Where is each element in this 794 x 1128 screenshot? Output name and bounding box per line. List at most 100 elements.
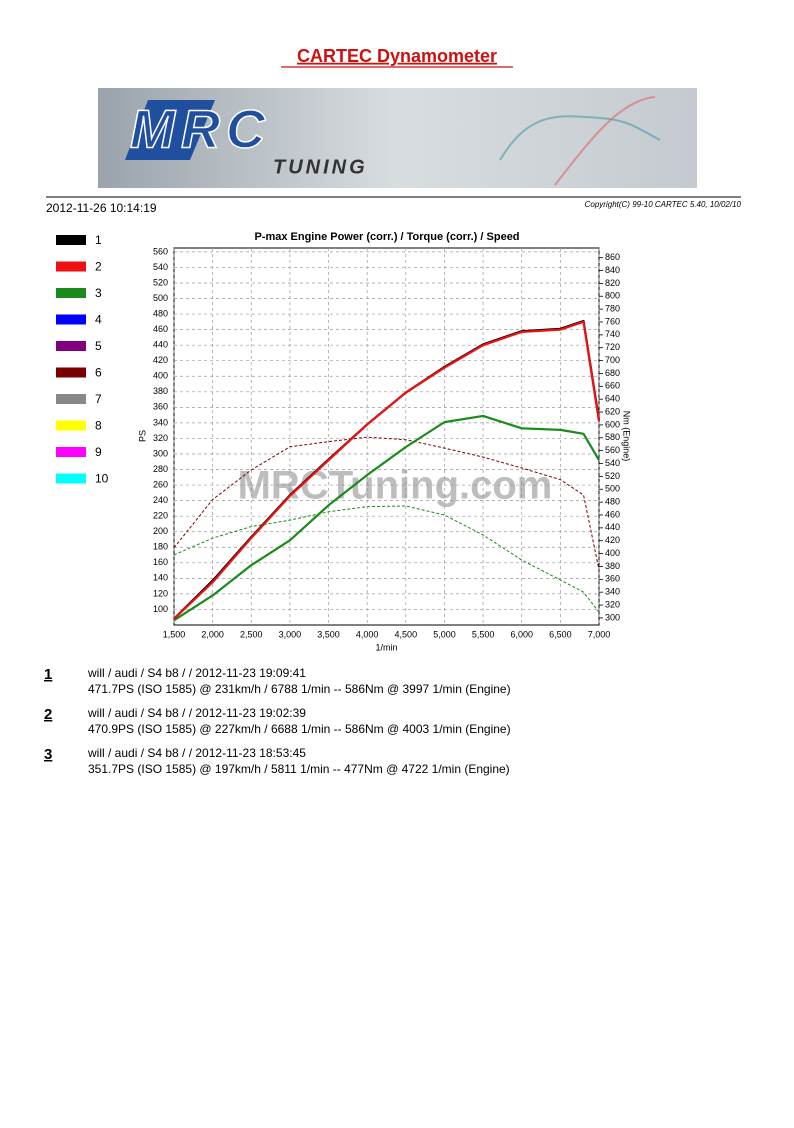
y2-tick-label: 520	[605, 471, 620, 481]
y-tick-label: 560	[153, 246, 168, 256]
results: 1 will / audi / S4 b8 / / 2012-11-23 19:0…	[44, 666, 511, 776]
y2-tick-label: 380	[605, 561, 620, 571]
logo-brand: MRC	[130, 99, 271, 159]
y-tick-label: 180	[153, 542, 168, 552]
legend-swatch	[56, 235, 86, 245]
y-tick-label: 100	[153, 604, 168, 614]
x-tick-label: 6,500	[549, 629, 572, 639]
y-tick-label: 160	[153, 557, 168, 567]
result-number: 2	[44, 706, 52, 723]
y-tick-label: 480	[153, 308, 168, 318]
y2-tick-label: 860	[605, 252, 620, 262]
y2-tick-label: 820	[605, 278, 620, 288]
y-tick-label: 260	[153, 479, 168, 489]
legend-label: 6	[95, 366, 102, 380]
y-tick-label: 200	[153, 526, 168, 536]
series-line	[173, 505, 600, 613]
y-tick-label: 280	[153, 464, 168, 474]
logo-sub: TUNING	[273, 156, 368, 178]
result-line: 470.9PS (ISO 1585) @ 227km/h / 6688 1/mi…	[88, 722, 511, 736]
legend-swatch	[56, 341, 86, 351]
y2-tick-label: 320	[605, 599, 620, 609]
x-tick-label: 5,000	[433, 629, 456, 639]
x-tick-label: 3,000	[279, 629, 302, 639]
y-tick-label: 120	[153, 588, 168, 598]
x-tick-label: 4,500	[395, 629, 418, 639]
y2-tick-label: 500	[605, 484, 620, 494]
y-tick-label: 520	[153, 277, 168, 287]
y-axis-label: PS	[137, 430, 147, 442]
y2-tick-label: 340	[605, 587, 620, 597]
y-tick-label: 420	[153, 355, 168, 365]
x-axis-label: 1/min	[375, 642, 397, 652]
y2-tick-label: 740	[605, 329, 620, 339]
result-line: 351.7PS (ISO 1585) @ 197km/h / 5811 1/mi…	[88, 762, 510, 776]
y2-tick-label: 620	[605, 406, 620, 416]
x-tick-label: 7,000	[588, 629, 611, 639]
legend-label: 5	[95, 339, 102, 353]
result-number: 1	[44, 666, 52, 683]
y-tick-label: 460	[153, 324, 168, 334]
logo-deco	[499, 115, 661, 161]
watermark: MRCTuning.com	[238, 464, 553, 508]
y2-tick-label: 400	[605, 548, 620, 558]
legend-label: 3	[95, 286, 102, 300]
series-line	[173, 414, 600, 622]
x-tick-label: 2,000	[201, 629, 224, 639]
y2-tick-label: 560	[605, 445, 620, 455]
legend-label: 7	[95, 392, 102, 406]
y2-tick-label: 480	[605, 496, 620, 506]
result-line: will / audi / S4 b8 / / 2012-11-23 19:09…	[87, 666, 306, 680]
y-tick-label: 220	[153, 511, 168, 521]
legend-label: 9	[95, 445, 102, 459]
legend-label: 8	[95, 419, 102, 433]
y2-tick-label: 600	[605, 419, 620, 429]
plot-area	[173, 247, 600, 626]
y-tick-label: 140	[153, 573, 168, 583]
legend-label: 1	[95, 233, 102, 247]
copyright: Copyright(C) 99-10 CARTEC 5.40, 10/02/10	[585, 200, 742, 209]
x-tick-label: 2,500	[240, 629, 263, 639]
x-tick-label: 4,000	[356, 629, 379, 639]
title: CARTEC Dynamometer	[297, 46, 497, 66]
y2-tick-label: 540	[605, 458, 620, 468]
chart: P-max Engine Power (corr.) / Torque (cor…	[137, 231, 631, 652]
result-number: 3	[44, 746, 52, 763]
y2-tick-label: 300	[605, 612, 620, 622]
chart-title: P-max Engine Power (corr.) / Torque (cor…	[254, 231, 519, 243]
series-line	[173, 436, 600, 570]
y2-tick-label: 780	[605, 303, 620, 313]
logo-shape	[125, 100, 215, 160]
y-tick-label: 540	[153, 262, 168, 272]
series-line	[173, 320, 601, 620]
x-tick-label: 5,500	[472, 629, 495, 639]
y2-tick-label: 840	[605, 265, 620, 275]
y-tick-label: 360	[153, 402, 168, 412]
legend-swatch	[56, 367, 86, 378]
y2-tick-label: 360	[605, 574, 620, 584]
legend-swatch	[56, 447, 86, 457]
legend-swatch	[56, 420, 86, 431]
y2-tick-label: 580	[605, 432, 620, 442]
result-line: 471.7PS (ISO 1585) @ 231km/h / 6788 1/mi…	[88, 682, 511, 696]
legend-label: 4	[95, 313, 102, 327]
y2-tick-label: 640	[605, 394, 620, 404]
y-tick-label: 500	[153, 293, 168, 303]
y-tick-label: 400	[153, 371, 168, 381]
legend-label: 10	[95, 472, 109, 486]
y2-tick-label: 460	[605, 509, 620, 519]
y2-tick-label: 440	[605, 522, 620, 532]
y2-tick-label: 800	[605, 291, 620, 301]
y2-axis-label: Nm (Engine)	[622, 411, 632, 462]
legend-swatch	[56, 288, 86, 298]
y2-tick-label: 680	[605, 368, 620, 378]
logo-deco	[554, 96, 656, 186]
y2-tick-label: 700	[605, 355, 620, 365]
legend-swatch	[56, 261, 86, 272]
legend-label: 2	[95, 260, 102, 274]
legend-swatch	[56, 473, 86, 484]
x-tick-label: 6,000	[510, 629, 533, 639]
result-line: will / audi / S4 b8 / / 2012-11-23 19:02…	[87, 706, 306, 720]
y-tick-label: 340	[153, 417, 168, 427]
